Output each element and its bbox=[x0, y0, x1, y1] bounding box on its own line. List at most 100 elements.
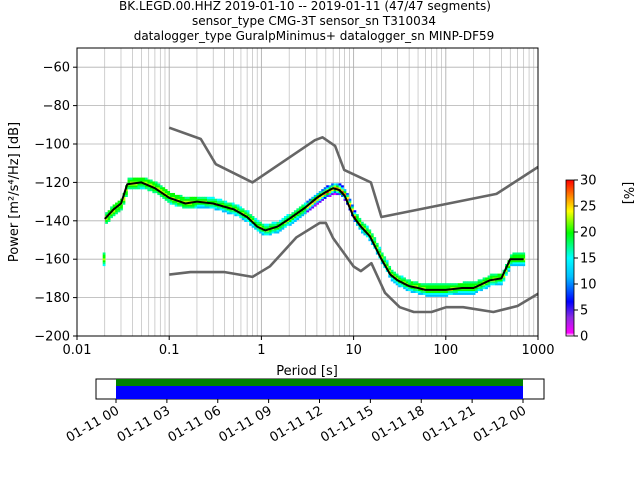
histogram-cell bbox=[194, 196, 198, 199]
histogram-cell bbox=[413, 285, 416, 288]
histogram-cell bbox=[192, 202, 195, 205]
histogram-cell bbox=[338, 185, 342, 188]
histogram-cell bbox=[445, 287, 449, 290]
histogram-cell bbox=[308, 208, 312, 211]
histogram-cell bbox=[125, 194, 128, 197]
histogram-cell bbox=[110, 208, 113, 211]
histogram-cell bbox=[457, 290, 461, 293]
histogram-cell bbox=[229, 212, 233, 215]
histogram-cell bbox=[455, 283, 459, 286]
histogram-cell bbox=[246, 210, 250, 213]
histogram-cell bbox=[157, 183, 161, 186]
histogram-cell bbox=[157, 192, 161, 196]
histogram-cell bbox=[274, 223, 277, 226]
histogram-cell bbox=[298, 212, 302, 215]
histogram-cell bbox=[328, 191, 332, 194]
histogram-cell bbox=[413, 283, 416, 286]
histogram-cell bbox=[264, 233, 267, 236]
histogram-cell bbox=[154, 185, 158, 188]
histogram-cell bbox=[256, 227, 260, 230]
histogram-cell bbox=[137, 185, 141, 188]
histogram-cell bbox=[266, 223, 270, 226]
histogram-cell bbox=[172, 200, 176, 203]
histogram-cell bbox=[105, 212, 108, 215]
histogram-cell bbox=[413, 290, 416, 293]
histogram-cell bbox=[271, 229, 275, 232]
histogram-cell bbox=[351, 208, 354, 211]
histogram-cell bbox=[144, 177, 148, 180]
histogram-cell bbox=[226, 208, 230, 211]
histogram-cell bbox=[316, 192, 320, 196]
histogram-cell bbox=[497, 275, 501, 278]
histogram-cell bbox=[420, 292, 424, 295]
histogram-cell bbox=[162, 196, 166, 199]
histogram-cell bbox=[355, 214, 359, 217]
histogram-cell bbox=[301, 206, 305, 209]
time-tick-label: 01-11 06 bbox=[166, 403, 224, 445]
histogram-cell bbox=[338, 187, 342, 190]
histogram-cell bbox=[216, 198, 220, 201]
histogram-cell bbox=[303, 210, 307, 213]
histogram-cell bbox=[507, 264, 511, 267]
histogram-cell bbox=[244, 219, 248, 222]
histogram-cell bbox=[226, 210, 230, 213]
histogram-cell bbox=[465, 288, 469, 292]
histogram-cell bbox=[380, 252, 384, 255]
histogram-cell bbox=[117, 210, 121, 213]
histogram-cell bbox=[351, 206, 354, 209]
histogram-cell bbox=[509, 260, 513, 263]
histogram-cell bbox=[112, 212, 116, 215]
histogram-cell bbox=[189, 196, 193, 199]
histogram-cell bbox=[462, 285, 466, 288]
histogram-cell bbox=[467, 285, 471, 288]
histogram-cell bbox=[266, 233, 270, 236]
histogram-cell bbox=[398, 283, 401, 286]
histogram-cell bbox=[522, 256, 526, 259]
histogram-cell bbox=[157, 185, 161, 188]
histogram-cell bbox=[142, 187, 146, 190]
histogram-cell bbox=[418, 290, 421, 293]
histogram-cell bbox=[147, 181, 151, 184]
histogram-cell bbox=[455, 290, 459, 293]
histogram-cell bbox=[164, 198, 168, 201]
histogram-cell bbox=[423, 290, 426, 293]
histogram-cell bbox=[403, 285, 406, 288]
histogram-cell bbox=[202, 196, 205, 199]
histogram-cell bbox=[405, 287, 409, 290]
histogram-cell bbox=[115, 212, 118, 215]
histogram-cell bbox=[385, 264, 389, 267]
psd-curves bbox=[104, 126, 539, 314]
histogram-cell bbox=[423, 283, 426, 286]
histogram-cell bbox=[490, 283, 493, 286]
histogram-cell bbox=[440, 285, 444, 288]
histogram-cell bbox=[306, 200, 310, 203]
histogram-cell bbox=[259, 225, 262, 228]
histogram-cell bbox=[271, 221, 275, 224]
histogram-cell bbox=[224, 208, 228, 211]
histogram-cell bbox=[256, 219, 260, 222]
histogram-cell bbox=[276, 223, 280, 226]
histogram-cell bbox=[428, 294, 431, 297]
high-noise-model-line bbox=[168, 126, 539, 219]
histogram-cell bbox=[497, 283, 501, 286]
x-tick-label: 1000 bbox=[521, 343, 554, 358]
histogram-cell bbox=[137, 187, 141, 190]
histogram-cell bbox=[266, 225, 270, 228]
histogram-cell bbox=[500, 273, 503, 276]
y-tick-label: −100 bbox=[34, 138, 70, 153]
histogram-cell bbox=[517, 264, 521, 267]
histogram-cell bbox=[487, 281, 491, 284]
histogram-cell bbox=[495, 283, 498, 286]
colorbar-tick-label: 0 bbox=[580, 330, 588, 345]
histogram-cell bbox=[134, 187, 138, 190]
y-tick-label: −180 bbox=[34, 291, 70, 306]
histogram-cell bbox=[336, 187, 339, 190]
histogram-cell bbox=[480, 285, 483, 288]
histogram-cell bbox=[400, 279, 404, 282]
histogram-cell bbox=[162, 191, 166, 194]
histogram-cell bbox=[512, 264, 516, 267]
histogram-cell bbox=[174, 194, 178, 197]
histogram-cell bbox=[132, 183, 136, 186]
histogram-cell bbox=[184, 206, 188, 209]
histogram-cell bbox=[440, 292, 444, 295]
